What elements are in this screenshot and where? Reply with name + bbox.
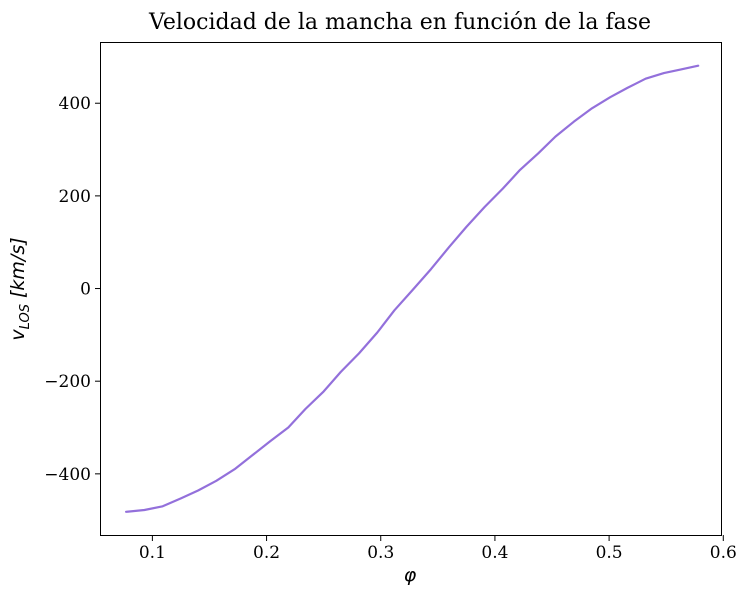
series-line <box>124 64 700 513</box>
y-tick-label: 400 <box>59 94 91 114</box>
chart-title: Velocidad de la mancha en función de la … <box>148 10 651 35</box>
x-tick-label: 0.5 <box>596 543 623 563</box>
y-tick-label: 200 <box>59 187 91 207</box>
x-tick-label: 0.4 <box>481 543 508 563</box>
x-tick-label: 0.6 <box>710 543 737 563</box>
y-tick-label: −400 <box>44 465 91 485</box>
x-axis-label: φ <box>404 564 417 586</box>
axes-frame <box>100 42 722 536</box>
x-tick-label: 0.1 <box>139 543 166 563</box>
plot-area <box>124 64 700 513</box>
y-axis-label-var: v <box>7 329 29 341</box>
y-axis: −400 −200 0 200 400 <box>44 94 101 485</box>
y-axis-label: vLOS [km/s] <box>7 237 33 340</box>
y-axis-label-subscript: LOS <box>18 304 33 329</box>
x-tick-label: 0.2 <box>253 543 280 563</box>
y-tick-label: −200 <box>44 372 91 392</box>
y-tick-label: 0 <box>80 280 91 300</box>
x-tick-label: 0.3 <box>367 543 394 563</box>
y-axis-label-units: [km/s] <box>7 237 29 304</box>
x-axis: 0.1 0.2 0.3 0.4 0.5 0.6 <box>139 535 737 563</box>
